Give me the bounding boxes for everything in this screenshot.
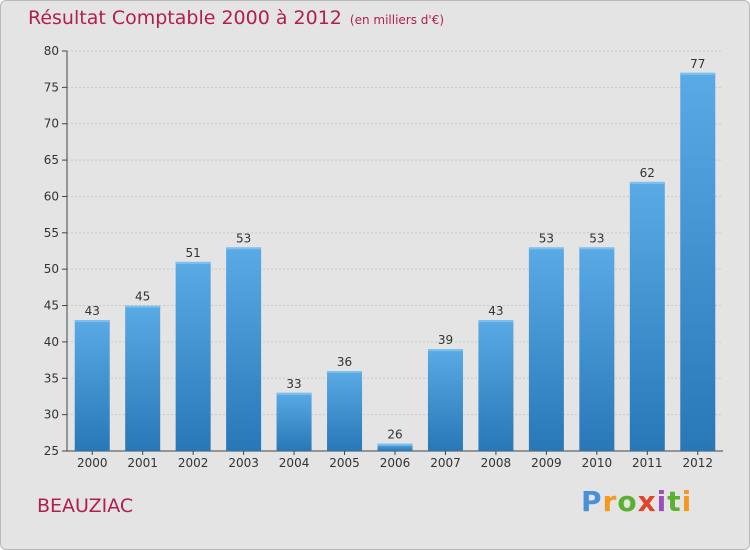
data-label-2012: 77 [690, 57, 705, 71]
y-tick-label: 60 [44, 189, 59, 203]
bar-cap-2006 [377, 443, 413, 446]
bar-cap-2002 [175, 261, 211, 264]
x-tick-label-2003: 2003 [228, 456, 259, 470]
data-label-2008: 43 [488, 304, 503, 318]
proxiti-logo: Proxiti [581, 485, 693, 518]
bar-2000 [74, 320, 110, 451]
bar-cap-2004 [276, 392, 312, 395]
y-tick-label: 80 [44, 44, 59, 58]
bar-cap-2012 [680, 72, 716, 75]
bar-2012 [680, 72, 716, 452]
place-name: BEAUZIAC [37, 495, 134, 517]
y-tick-label: 65 [44, 153, 59, 167]
bar-cap-2000 [74, 320, 110, 323]
y-tick-label: 55 [44, 226, 59, 240]
bar-cap-2009 [528, 247, 564, 250]
data-label-2004: 33 [286, 377, 301, 391]
x-tick-label-2007: 2007 [430, 456, 461, 470]
x-tick-label-2006: 2006 [380, 456, 411, 470]
chart-subtitle: (en milliers d'€) [349, 13, 445, 27]
data-label-2003: 53 [236, 231, 251, 245]
bar-2009 [528, 247, 564, 451]
bar-cap-2005 [327, 371, 363, 373]
data-label-2006: 26 [387, 428, 402, 442]
bar-cap-2001 [125, 305, 161, 308]
data-label-2011: 62 [640, 166, 655, 180]
y-tick-label: 40 [44, 335, 59, 349]
bar-2003 [226, 247, 262, 451]
data-label-2009: 53 [539, 231, 554, 245]
chart-title-text: Résultat Comptable 2000 à 2012 [28, 7, 342, 29]
bar-2006 [377, 443, 413, 451]
y-tick-label: 35 [44, 371, 59, 385]
bar-2001 [125, 305, 161, 451]
x-tick-label-2012: 2012 [682, 456, 713, 470]
bar-2010 [579, 247, 615, 451]
bar-2011 [629, 181, 665, 451]
bar-cap-2003 [226, 247, 262, 250]
y-tick-label: 45 [44, 299, 59, 313]
data-label-2001: 45 [135, 290, 150, 304]
data-label-2005: 36 [337, 355, 352, 369]
bar-2004 [276, 392, 312, 451]
data-label-2007: 39 [438, 333, 453, 347]
y-tick-label: 25 [44, 444, 59, 458]
bar-cap-2008 [478, 320, 514, 323]
bar-2008 [478, 320, 514, 451]
bar-cap-2011 [629, 181, 665, 184]
data-label-2010: 53 [589, 231, 604, 245]
x-tick-label-2001: 2001 [127, 456, 158, 470]
y-tick-label: 30 [44, 408, 59, 422]
x-tick-label-2002: 2002 [178, 456, 209, 470]
data-label-2000: 43 [85, 304, 100, 318]
chart-title: Résultat Comptable 2000 à 2012 (en millie… [28, 7, 444, 29]
bar-2002 [175, 261, 211, 451]
bar-cap-2007 [427, 349, 463, 352]
y-tick-label: 50 [44, 262, 59, 276]
bar-2005 [327, 371, 363, 451]
x-tick-label-2011: 2011 [632, 456, 663, 470]
x-tick-label-2004: 2004 [279, 456, 310, 470]
bar-2007 [427, 349, 463, 451]
y-tick-label: 70 [44, 117, 59, 131]
x-tick-label-2010: 2010 [582, 456, 613, 470]
x-tick-label-2008: 2008 [481, 456, 512, 470]
y-tick-label: 75 [44, 80, 59, 94]
bar-cap-2010 [579, 247, 615, 250]
x-tick-label-2005: 2005 [329, 456, 360, 470]
x-tick-label-2009: 2009 [531, 456, 562, 470]
data-label-2002: 51 [186, 246, 201, 260]
x-tick-label-2000: 2000 [77, 456, 108, 470]
